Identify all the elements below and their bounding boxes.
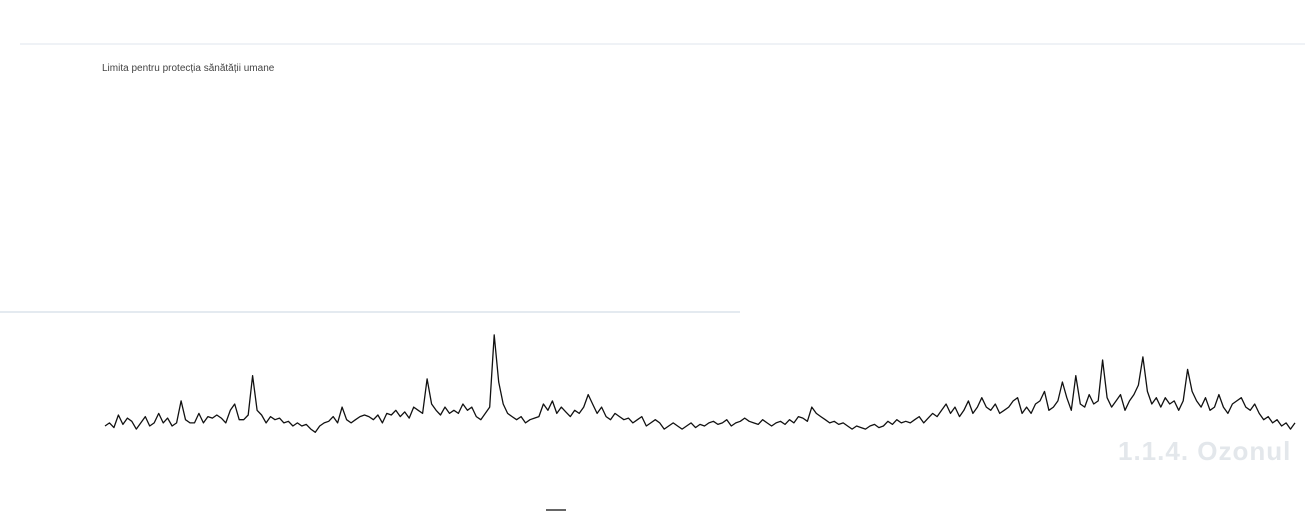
limit-label: Limita pentru protecția sănătății umane: [102, 63, 275, 74]
series-line: [104, 334, 1296, 433]
series-layer: [104, 334, 1296, 433]
section-heading: 1.1.4. Ozonul: [1118, 436, 1292, 466]
